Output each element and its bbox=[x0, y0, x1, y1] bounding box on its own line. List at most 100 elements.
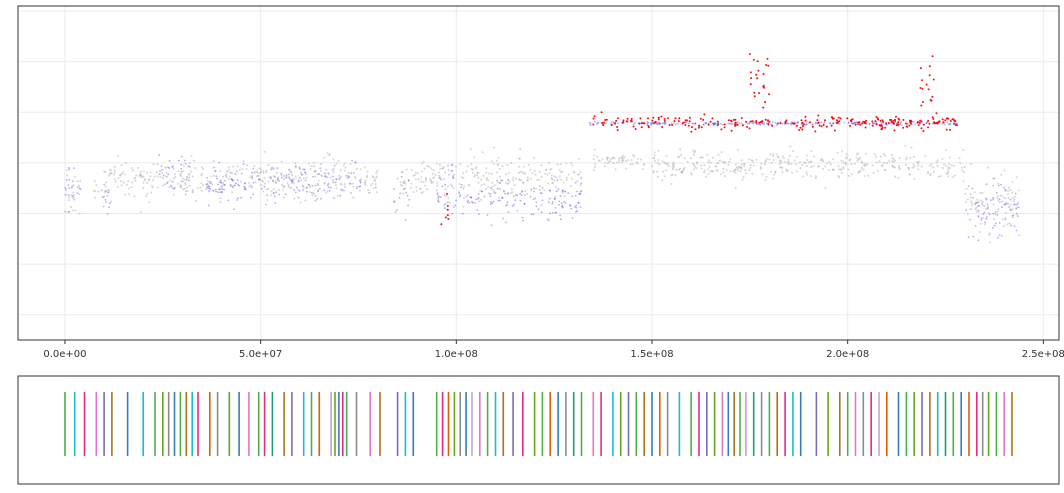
point-grey bbox=[332, 158, 335, 161]
point-red bbox=[905, 122, 907, 125]
point-blue bbox=[491, 202, 494, 205]
point-blue bbox=[177, 159, 180, 162]
point-grey bbox=[337, 159, 340, 162]
point-grey bbox=[122, 181, 125, 184]
point-grey bbox=[824, 187, 827, 190]
point-blue bbox=[180, 168, 182, 170]
point-blue bbox=[108, 206, 110, 209]
point-grey bbox=[311, 194, 314, 197]
point-red bbox=[894, 120, 897, 122]
point-grey bbox=[113, 165, 116, 168]
point-grey bbox=[453, 173, 455, 176]
point-grey bbox=[773, 159, 775, 161]
point-grey bbox=[864, 152, 867, 155]
point-grey bbox=[222, 181, 225, 184]
point-grey bbox=[509, 192, 512, 195]
point-blue bbox=[227, 199, 230, 202]
point-blue bbox=[563, 201, 565, 203]
point-grey bbox=[518, 171, 520, 174]
point-grey bbox=[1011, 191, 1014, 194]
point-grey bbox=[219, 170, 222, 173]
point-blue bbox=[236, 179, 239, 182]
point-grey bbox=[651, 165, 654, 168]
point-grey bbox=[502, 190, 505, 193]
point-grey bbox=[538, 188, 541, 191]
point-grey bbox=[772, 153, 775, 156]
point-blue bbox=[801, 123, 803, 126]
point-grey bbox=[227, 166, 230, 169]
point-blue bbox=[205, 188, 208, 190]
point-blue bbox=[219, 179, 222, 182]
point-grey bbox=[104, 189, 107, 192]
point-grey bbox=[996, 197, 999, 200]
point-grey bbox=[723, 175, 726, 178]
point-grey bbox=[183, 187, 186, 190]
point-blue bbox=[997, 236, 1000, 239]
point-grey bbox=[429, 178, 432, 181]
point-blue bbox=[280, 173, 283, 176]
point-grey bbox=[663, 161, 666, 164]
point-grey bbox=[787, 161, 790, 164]
point-blue bbox=[530, 213, 533, 216]
point-blue bbox=[980, 219, 983, 221]
point-blue bbox=[816, 122, 819, 125]
point-blue bbox=[614, 121, 616, 124]
point-grey bbox=[173, 186, 176, 189]
point-red bbox=[831, 116, 833, 119]
point-red bbox=[921, 79, 923, 82]
point-red bbox=[716, 120, 719, 123]
point-grey bbox=[805, 171, 808, 174]
point-blue bbox=[738, 122, 741, 125]
point-grey bbox=[320, 174, 323, 177]
point-red bbox=[890, 120, 893, 123]
point-grey bbox=[734, 168, 737, 171]
point-grey bbox=[227, 169, 230, 172]
point-grey bbox=[106, 195, 109, 197]
point-grey bbox=[272, 175, 275, 178]
point-blue bbox=[467, 199, 469, 202]
point-red bbox=[908, 119, 911, 122]
point-blue bbox=[692, 122, 695, 125]
point-grey bbox=[781, 171, 784, 174]
point-blue bbox=[1009, 198, 1012, 201]
point-blue bbox=[237, 197, 240, 200]
point-grey bbox=[840, 171, 843, 174]
point-grey bbox=[739, 166, 742, 169]
point-blue bbox=[455, 199, 457, 202]
point-grey bbox=[603, 165, 606, 168]
point-blue bbox=[304, 171, 307, 174]
point-grey bbox=[182, 188, 184, 191]
point-blue bbox=[829, 122, 831, 125]
point-blue bbox=[811, 123, 814, 126]
point-grey bbox=[785, 169, 788, 172]
point-grey bbox=[744, 169, 747, 172]
point-blue bbox=[288, 173, 290, 176]
point-blue bbox=[278, 193, 280, 196]
point-blue bbox=[985, 183, 988, 186]
point-grey bbox=[601, 158, 604, 161]
point-red bbox=[837, 116, 840, 119]
point-blue bbox=[328, 189, 331, 192]
point-red bbox=[902, 126, 905, 129]
point-grey bbox=[126, 183, 128, 186]
point-blue bbox=[577, 202, 580, 204]
point-grey bbox=[807, 161, 810, 164]
point-blue bbox=[977, 204, 980, 207]
point-red bbox=[801, 121, 804, 124]
point-grey bbox=[376, 175, 378, 178]
point-grey bbox=[499, 181, 502, 184]
point-blue bbox=[717, 122, 719, 125]
point-grey bbox=[863, 163, 866, 165]
point-grey bbox=[424, 184, 427, 187]
point-grey bbox=[621, 156, 624, 159]
point-blue bbox=[208, 190, 211, 193]
point-grey bbox=[165, 175, 168, 178]
point-grey bbox=[485, 177, 488, 179]
point-grey bbox=[292, 178, 294, 181]
point-blue bbox=[272, 192, 275, 195]
point-grey bbox=[977, 200, 980, 203]
point-grey bbox=[269, 175, 272, 178]
point-grey bbox=[270, 194, 273, 197]
point-grey bbox=[152, 163, 155, 166]
point-blue bbox=[221, 188, 224, 191]
